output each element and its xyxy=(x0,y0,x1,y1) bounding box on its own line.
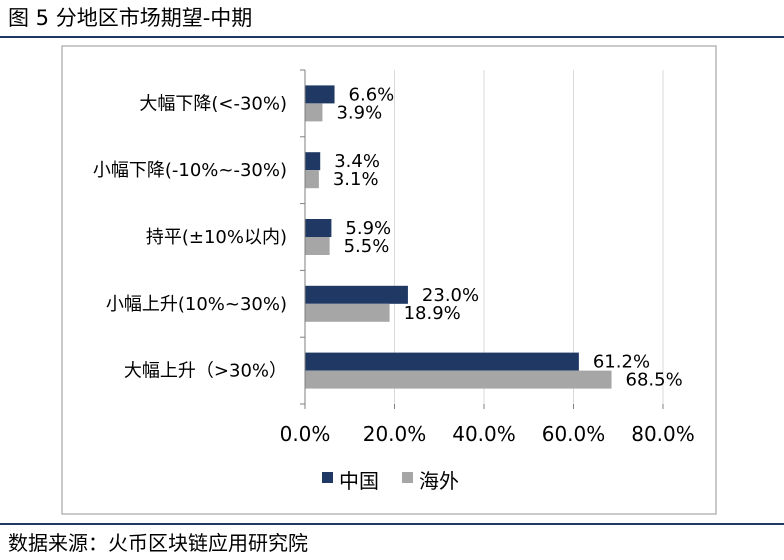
figure-title: 图 5 分地区市场期望-中期 xyxy=(8,6,253,30)
data-label: 68.5% xyxy=(626,370,683,391)
x-tick-label: 0.0% xyxy=(280,422,331,446)
data-label: 23.0% xyxy=(422,285,479,306)
x-tick-label: 60.0% xyxy=(542,422,606,446)
data-label: 18.9% xyxy=(404,303,461,324)
bar xyxy=(305,85,335,104)
x-tick-label: 40.0% xyxy=(452,422,516,446)
bar xyxy=(305,103,323,122)
category-label: 大幅下降(<-30%) xyxy=(139,93,287,114)
x-tick-label: 80.0% xyxy=(631,422,695,446)
legend-swatch xyxy=(322,472,333,483)
source-rule xyxy=(0,523,784,525)
bar xyxy=(305,303,390,322)
bars xyxy=(305,85,612,389)
bar xyxy=(305,352,579,371)
bar xyxy=(305,237,330,255)
category-label: 持平(±10%以内) xyxy=(146,227,287,248)
bar xyxy=(305,285,408,304)
axes xyxy=(300,69,664,409)
chart-frame xyxy=(61,45,717,515)
legend-swatch xyxy=(402,472,413,483)
bar xyxy=(305,152,321,171)
category-label: 小幅下降(-10%~-30%) xyxy=(93,160,287,181)
category-label: 小幅上升(10%~30%) xyxy=(106,294,287,315)
gridlines xyxy=(394,70,664,404)
data-label: 5.9% xyxy=(345,218,391,239)
data-label: 3.4% xyxy=(334,151,380,172)
legend-label: 中国 xyxy=(339,469,379,493)
data-label: 6.6% xyxy=(349,84,395,105)
source-note: 数据来源：火币区块链应用研究院 xyxy=(8,531,308,555)
bar xyxy=(305,370,612,389)
bar xyxy=(305,170,319,189)
legend-label: 海外 xyxy=(419,469,459,493)
data-label: 5.5% xyxy=(344,236,390,257)
x-tick-label: 20.0% xyxy=(363,422,427,446)
data-label: 3.1% xyxy=(333,169,379,190)
bar xyxy=(305,219,332,237)
labels: 0.0% 20.0% 40.0% 60.0% 80.0%大幅下降(<-30%) 6.6%3… xyxy=(93,84,695,446)
title-rule xyxy=(0,36,784,38)
data-label: 3.9% xyxy=(336,102,382,123)
category-label: 大幅上升（>30%） xyxy=(124,361,287,382)
data-label: 61.2% xyxy=(593,352,650,373)
legend: 中国 海外 xyxy=(322,469,459,493)
